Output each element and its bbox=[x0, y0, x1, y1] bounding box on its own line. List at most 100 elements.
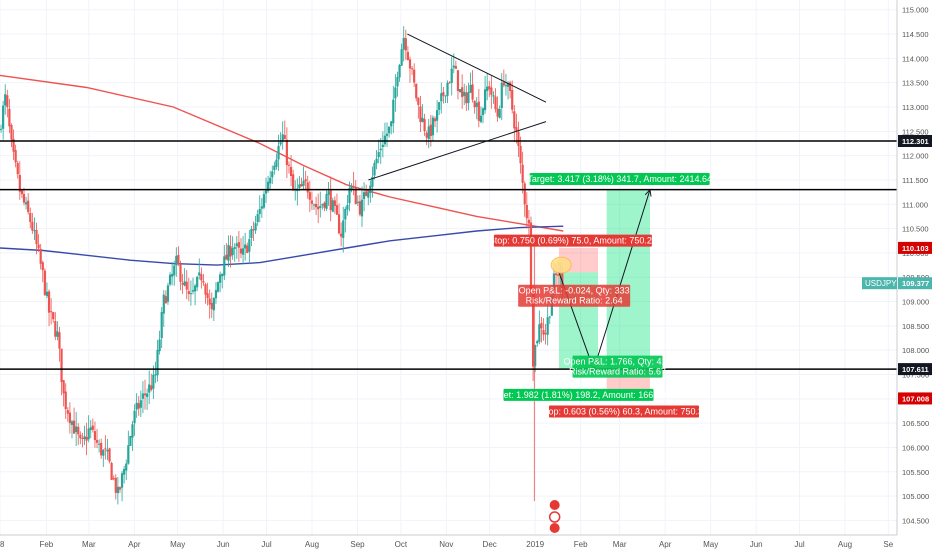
event-flag-icon bbox=[549, 500, 560, 510]
candle-body bbox=[112, 478, 115, 480]
candle-body bbox=[356, 201, 359, 203]
candle-body bbox=[104, 448, 107, 450]
candle-body bbox=[43, 270, 46, 295]
candle-body bbox=[429, 124, 432, 137]
candle-body bbox=[358, 201, 362, 215]
candle-body bbox=[8, 108, 11, 127]
candle-body bbox=[483, 89, 487, 111]
candle-body bbox=[173, 265, 176, 276]
candle-body bbox=[12, 138, 15, 152]
x-tick-label: Feb bbox=[39, 540, 53, 549]
candle-body bbox=[308, 192, 311, 200]
candle-body bbox=[244, 244, 247, 249]
price-badge bbox=[898, 392, 932, 405]
candle-body bbox=[433, 118, 437, 122]
candle-body bbox=[131, 424, 134, 438]
y-tick-label: 106.000 bbox=[902, 443, 929, 452]
candle-body bbox=[10, 125, 13, 140]
candle-body bbox=[204, 284, 207, 295]
candle-body bbox=[335, 205, 339, 215]
candle-body bbox=[85, 436, 88, 441]
y-tick-label: 108.000 bbox=[902, 346, 929, 355]
x-tick-label: Apr bbox=[128, 540, 141, 549]
projection-arrowhead bbox=[644, 188, 652, 197]
event-dot-icon bbox=[549, 523, 560, 533]
candle-body bbox=[210, 302, 213, 310]
candle-body bbox=[544, 333, 547, 335]
candle-body bbox=[342, 220, 345, 238]
symbol-badge: USDJPY bbox=[862, 277, 897, 290]
x-tick-label: 2019 bbox=[526, 540, 544, 549]
candle-body bbox=[394, 87, 397, 99]
candle-body bbox=[223, 256, 226, 276]
price-badge bbox=[898, 277, 932, 290]
price-badge bbox=[898, 241, 932, 254]
candle-body bbox=[214, 290, 218, 299]
candle-body bbox=[362, 192, 366, 200]
x-tick-label: Jun bbox=[217, 540, 230, 549]
candle-body bbox=[89, 427, 92, 431]
candle-body bbox=[58, 332, 61, 349]
candle-body bbox=[110, 462, 113, 480]
y-tick-label: 115.000 bbox=[902, 6, 929, 15]
event-ring-icon bbox=[548, 511, 561, 523]
candle-body bbox=[227, 244, 230, 261]
candle-body bbox=[417, 97, 420, 105]
candle-body bbox=[427, 126, 430, 140]
time-axis[interactable]: 18 Feb Mar Apr May Jun Jul Aug Sep Oct Nov Dec 2019 F… bbox=[0, 534, 897, 549]
long-rr-text: Risk/Reward Ratio: 5.67 bbox=[569, 367, 666, 377]
candle-body bbox=[31, 221, 34, 231]
candle-body bbox=[271, 171, 274, 178]
x-tick-label: Nov bbox=[439, 540, 453, 549]
candle-body bbox=[548, 316, 551, 318]
candle-body bbox=[133, 410, 136, 424]
event-markers[interactable] bbox=[548, 500, 561, 533]
candle-body bbox=[41, 262, 44, 271]
y-tick-label: 113.500 bbox=[902, 79, 929, 88]
x-tick-label: Dec bbox=[483, 540, 497, 549]
candle-body bbox=[47, 291, 51, 313]
candle-body bbox=[521, 164, 524, 183]
long-profit-zone bbox=[606, 189, 650, 370]
price-badge-text: 109.377 bbox=[902, 279, 929, 288]
long-target-text: Target: 3.417 (3.18%) 341.7, Amount: 241… bbox=[527, 174, 712, 184]
candle-body bbox=[367, 192, 370, 198]
candle-body bbox=[375, 158, 378, 164]
y-tick-label: 112.500 bbox=[902, 127, 929, 136]
candle-body bbox=[81, 438, 84, 440]
candle-body bbox=[473, 100, 476, 108]
candle-body bbox=[260, 206, 263, 209]
candle-body bbox=[196, 276, 199, 288]
candle-body bbox=[481, 108, 485, 116]
candle-body bbox=[467, 92, 470, 103]
candle-body bbox=[525, 204, 528, 219]
candle-body bbox=[306, 182, 309, 193]
candle-body bbox=[166, 285, 170, 302]
price-badge-text: 110.103 bbox=[902, 244, 929, 253]
y-tick-label: 113.000 bbox=[902, 103, 929, 112]
candle-body bbox=[273, 165, 276, 171]
short-stop-label: Stop: 0.750 (0.69%) 75.0, Amount: 750.25 bbox=[489, 234, 657, 247]
y-tick-label: 114.500 bbox=[902, 30, 929, 39]
candle-body bbox=[22, 194, 26, 203]
candle-body bbox=[158, 339, 161, 352]
y-tick-label: 108.500 bbox=[902, 322, 929, 331]
trend-line-upper bbox=[407, 33, 547, 103]
x-tick-label: Aug bbox=[838, 540, 852, 549]
candle-body bbox=[348, 188, 351, 204]
candle-body bbox=[513, 111, 516, 129]
candle-body bbox=[93, 431, 97, 441]
candle-body bbox=[325, 194, 328, 209]
candle-body bbox=[183, 281, 186, 286]
y-tick-label: 109.000 bbox=[902, 298, 929, 307]
candle-body bbox=[127, 445, 130, 464]
candle-body bbox=[333, 200, 336, 207]
y-tick-label: 110.500 bbox=[902, 225, 929, 234]
short-target-label: Target: 1.982 (1.81%) 198.2, Amount: 166… bbox=[486, 388, 671, 401]
price-axis[interactable]: 104.500 105.000 105.500 106.000 106.500 107.0… bbox=[896, 0, 932, 535]
x-tick-label: May bbox=[170, 540, 185, 549]
y-tick-label: 111.500 bbox=[902, 176, 928, 185]
candle-body bbox=[408, 59, 412, 69]
candle-body bbox=[517, 131, 520, 147]
